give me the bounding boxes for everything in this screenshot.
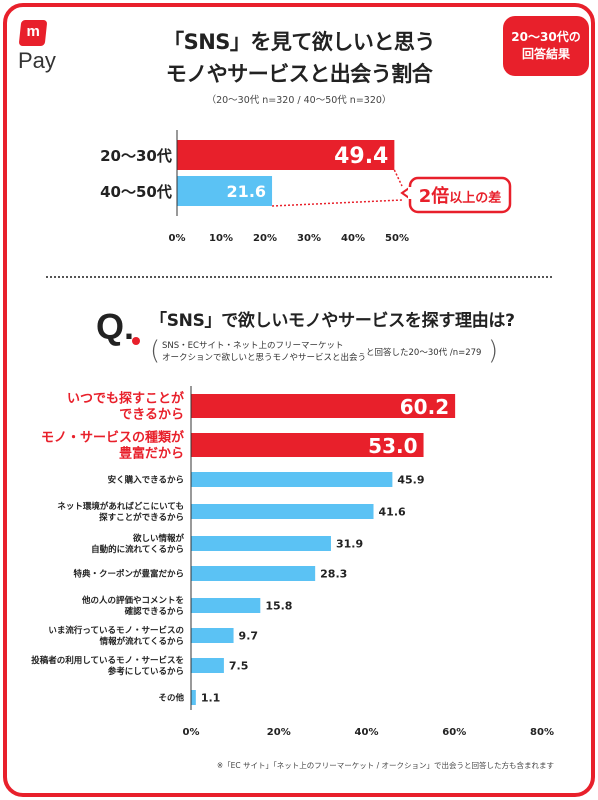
x-tick-label: 40% (341, 233, 365, 244)
bar-category-label: 20〜30代 (100, 147, 172, 165)
bar-category-label: 他の人の評価やコメントを (81, 595, 184, 606)
bar (191, 504, 374, 519)
badge-line-2: 回答結果 (521, 47, 570, 61)
section-divider (46, 276, 552, 278)
note-tail: と回答した20〜30代 /n=279 (366, 348, 482, 358)
bar (191, 433, 424, 457)
bar-value-label: 60.2 (400, 395, 449, 419)
bar-value-label: 53.0 (368, 434, 417, 458)
bar-category-label: 情報が流れてくるから (99, 636, 184, 647)
callout-pointer-mask (408, 187, 414, 199)
bar-category-label: 40〜50代 (100, 183, 172, 201)
bar-value-label: 9.7 (239, 630, 259, 643)
x-tick-label: 30% (297, 233, 321, 244)
bar-category-label: いつでも探すことが (67, 391, 184, 407)
x-tick-label: 20% (253, 233, 277, 244)
bar-value-label: 45.9 (397, 474, 424, 487)
title-line-2: モノやサービスと出会う割合 (165, 62, 433, 86)
question-mark-label: Q. (96, 306, 135, 347)
logo-text: Pay (18, 48, 56, 73)
callout-text: 2倍以上の差 (419, 185, 502, 207)
callout-big: 2倍 (419, 185, 450, 207)
bar-value-label: 1.1 (201, 692, 221, 705)
bar-category-label: 欲しい情報が (132, 533, 185, 544)
note-open-paren: ( (150, 336, 161, 366)
bar-category-label: 投稿者の利用しているモノ・サービスを (31, 655, 184, 666)
question-dot (132, 337, 140, 345)
bar (191, 472, 393, 487)
merpay-logo: m Pay (14, 20, 74, 76)
bar-category-label: 安く購入できるから (108, 475, 184, 486)
x-tick-label: 0% (183, 727, 200, 738)
bar (191, 598, 261, 613)
bar-category-label: 特典・クーポンが豊富だから (73, 569, 184, 580)
bar-category-label: ネット環境があればどこにいても (57, 501, 184, 512)
bar-category-label: その他 (158, 693, 184, 704)
bar-category-label: 参考にしているから (108, 666, 184, 677)
connector-bottom (272, 199, 403, 207)
x-tick-label: 80% (530, 727, 554, 738)
bar (191, 658, 224, 673)
bar-category-label: できるから (119, 408, 184, 423)
x-tick-label: 0% (169, 233, 186, 244)
bar-value-label: 49.4 (334, 144, 388, 169)
bar-value-label: 21.6 (227, 182, 266, 201)
age-comparison-chart: 20〜30代 49.4 40〜50代 21.6 0% 10% 20% 30% 40% 50% 2倍以… (100, 130, 512, 244)
bar (191, 628, 234, 643)
bar-value-label: 31.9 (336, 538, 363, 551)
question-note: ( SNS・ECサイト・ネット上のフリーマーケット オークションで欲しいと思うモ… (150, 336, 500, 368)
page-title: 「SNS」を見て欲しいと思う モノやサービスと出会う割合 (0, 26, 598, 90)
bar (191, 536, 331, 551)
connector-top (393, 169, 403, 187)
bar-category-label: 豊富だから (119, 446, 184, 462)
bar (177, 140, 395, 170)
x-tick-label: 40% (355, 727, 379, 738)
bar-category-label: 確認できるから (124, 606, 184, 617)
bar-category-label: 探すことができるから (99, 512, 184, 523)
bar-value-label: 15.8 (265, 600, 292, 613)
bar-category-label: いま流行っているモノ・サービスの (48, 625, 184, 636)
note-lines: SNS・ECサイト・ネット上のフリーマーケット オークションで欲しいと思うモノや… (162, 340, 366, 364)
badge-line-1: 20〜30代の (511, 30, 581, 44)
bar-category-label: 自動的に流れてくるから (91, 544, 184, 555)
note-line-1: SNS・ECサイト・ネット上のフリーマーケット (162, 341, 344, 351)
footnote: ※「EC サイト」「ネット上のフリーマーケット / オークション」で出会うと回答… (216, 761, 554, 770)
bar-value-label: 7.5 (229, 660, 249, 673)
bar (191, 394, 456, 418)
question-title: 「SNS」で欲しいモノやサービスを探す理由は? (150, 311, 515, 331)
note-close-paren: ) (488, 336, 499, 366)
callout-small: 以上の差 (449, 190, 501, 206)
x-tick-label: 10% (209, 233, 233, 244)
bar-category-label: モノ・サービスの種類が (41, 430, 184, 446)
x-tick-label: 50% (385, 233, 409, 244)
note-line-2: オークションで欲しいと思うモノやサービスと出会う (162, 353, 367, 363)
bar-value-label: 28.3 (320, 568, 347, 581)
title-line-1: 「SNS」を見て欲しいと思う (163, 30, 435, 54)
bar (191, 690, 196, 705)
x-tick-label: 20% (267, 727, 291, 738)
result-badge: 20〜30代の 回答結果 (503, 16, 589, 76)
bar (191, 566, 316, 581)
x-tick-label: 60% (442, 727, 466, 738)
bar (177, 176, 273, 206)
page-subtitle: （20〜30代 n=320 / 40〜50代 n=320） (206, 95, 392, 106)
bar-value-label: 41.6 (379, 506, 406, 519)
